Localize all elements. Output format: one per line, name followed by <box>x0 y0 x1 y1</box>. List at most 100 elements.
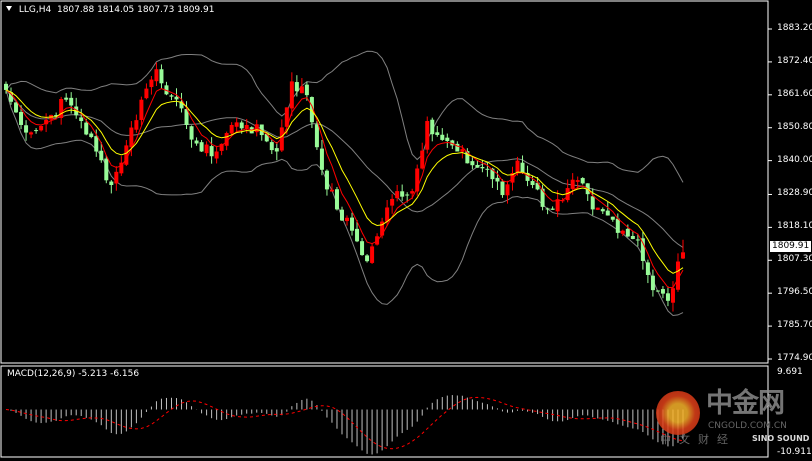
candle-bullish <box>329 189 334 192</box>
price-axis-label: 1828.90 <box>777 188 812 199</box>
candle-bullish <box>510 173 515 183</box>
price-axis-label: 1840.00 <box>777 154 812 165</box>
ma-slow-line <box>5 89 684 274</box>
candle-bullish <box>114 171 119 184</box>
candle-bearish <box>194 140 199 144</box>
candle-bullish <box>370 246 375 263</box>
candle-bearish <box>445 137 450 142</box>
candle-bearish <box>405 194 410 196</box>
watermark-logo: 中金网 CNGOLD.COM.CN 中文财经 SINO SOUND <box>656 388 812 446</box>
candle-bearish <box>430 119 435 135</box>
candle-bullish <box>299 86 304 94</box>
candle-bearish <box>109 181 114 186</box>
candle-bearish <box>174 96 179 100</box>
candle-bullish <box>154 69 159 82</box>
candle-bearish <box>360 241 365 256</box>
candle-bearish <box>79 117 84 122</box>
bollinger-upper <box>5 50 684 183</box>
candle-bearish <box>54 115 59 117</box>
price-axis-label: 1774.90 <box>777 353 812 363</box>
candle-bearish <box>274 148 279 152</box>
candle-bullish <box>229 124 234 134</box>
candle-bearish <box>4 83 8 90</box>
candle-bullish <box>505 184 510 196</box>
candle-bullish <box>124 145 129 165</box>
candle-bullish <box>410 191 415 194</box>
candle-bullish <box>244 124 249 129</box>
candle-bullish <box>420 150 425 169</box>
candle-bearish <box>99 150 104 161</box>
logo-sub: 中文财经 <box>660 433 736 446</box>
moving-averages <box>5 88 684 289</box>
candle-bullish <box>219 143 224 151</box>
candle-bullish <box>575 180 580 182</box>
macd-axis-min: -10.911 <box>777 447 812 457</box>
price-axis-ticks <box>768 28 772 360</box>
candle-bearish <box>590 196 595 210</box>
candle-bullish <box>565 188 570 201</box>
candle-bearish <box>69 97 74 106</box>
candle-bullish <box>129 127 134 148</box>
macd-label: MACD(12,26,9) -5.213 -6.156 <box>7 369 140 379</box>
candle-bullish <box>139 99 144 120</box>
candle-bearish <box>400 191 405 197</box>
price-axis-label: 1883.20 <box>777 23 812 33</box>
candle-bearish <box>34 130 39 132</box>
candle-bearish <box>19 111 24 125</box>
candle-bearish <box>259 124 264 136</box>
candle-bearish <box>610 216 615 220</box>
candle-bullish <box>284 107 289 127</box>
candle-bearish <box>465 151 470 164</box>
candle-bearish <box>209 146 214 157</box>
candle-bullish <box>681 252 685 259</box>
candle-bearish <box>665 293 670 301</box>
candle-bullish <box>460 149 465 152</box>
candle-bullish <box>59 98 64 118</box>
candle-bearish <box>239 122 244 129</box>
candle-bullish <box>595 207 600 210</box>
candle-bearish <box>615 218 620 233</box>
candle-bullish <box>39 125 44 131</box>
candle-bullish <box>570 179 575 189</box>
candle-bearish <box>475 164 480 168</box>
candle-bearish <box>535 182 540 190</box>
ohlc-open: 1807.88 <box>56 5 95 15</box>
candle-bearish <box>520 162 525 173</box>
candle-bearish <box>64 97 69 100</box>
logo-partner: SINO SOUND <box>752 434 810 443</box>
candle-bullish <box>620 230 625 234</box>
candle-bearish <box>545 208 550 210</box>
candle-bullish <box>119 162 124 174</box>
candle-bullish <box>144 88 149 99</box>
candle-bullish <box>425 121 430 150</box>
candle-bullish <box>675 261 680 290</box>
ohlc-low: 1807.73 <box>137 5 175 15</box>
candle-bearish <box>89 133 94 138</box>
candle-bearish <box>660 289 665 294</box>
candle-bearish <box>480 166 485 169</box>
dropdown-triangle-icon[interactable] <box>6 6 12 11</box>
candle-bearish <box>294 82 299 92</box>
candle-bearish <box>324 170 329 190</box>
candle-bearish <box>605 210 610 216</box>
logo-name: 中金网 <box>706 388 785 419</box>
candle-bearish <box>645 262 650 275</box>
candle-bearish <box>24 125 29 133</box>
candle-bearish <box>365 255 370 262</box>
ohlc-high: 1814.05 <box>97 5 135 15</box>
candle-bearish <box>199 142 204 152</box>
candle-bullish <box>670 288 675 303</box>
candle-bearish <box>309 97 314 123</box>
bollinger-bands <box>5 50 684 317</box>
price-axis-label: 1872.40 <box>777 55 812 66</box>
candle-bullish <box>149 79 154 88</box>
bollinger-lower <box>5 89 684 317</box>
candles <box>4 62 685 312</box>
candle-bearish <box>485 168 490 170</box>
candle-bearish <box>495 177 500 182</box>
macd-axis-max: 9.691 <box>777 367 803 377</box>
macd-panel-border <box>0 365 769 458</box>
bollinger-middle <box>5 89 684 248</box>
candle-bullish <box>224 133 229 146</box>
price-axis-label: 1785.70 <box>777 320 812 331</box>
